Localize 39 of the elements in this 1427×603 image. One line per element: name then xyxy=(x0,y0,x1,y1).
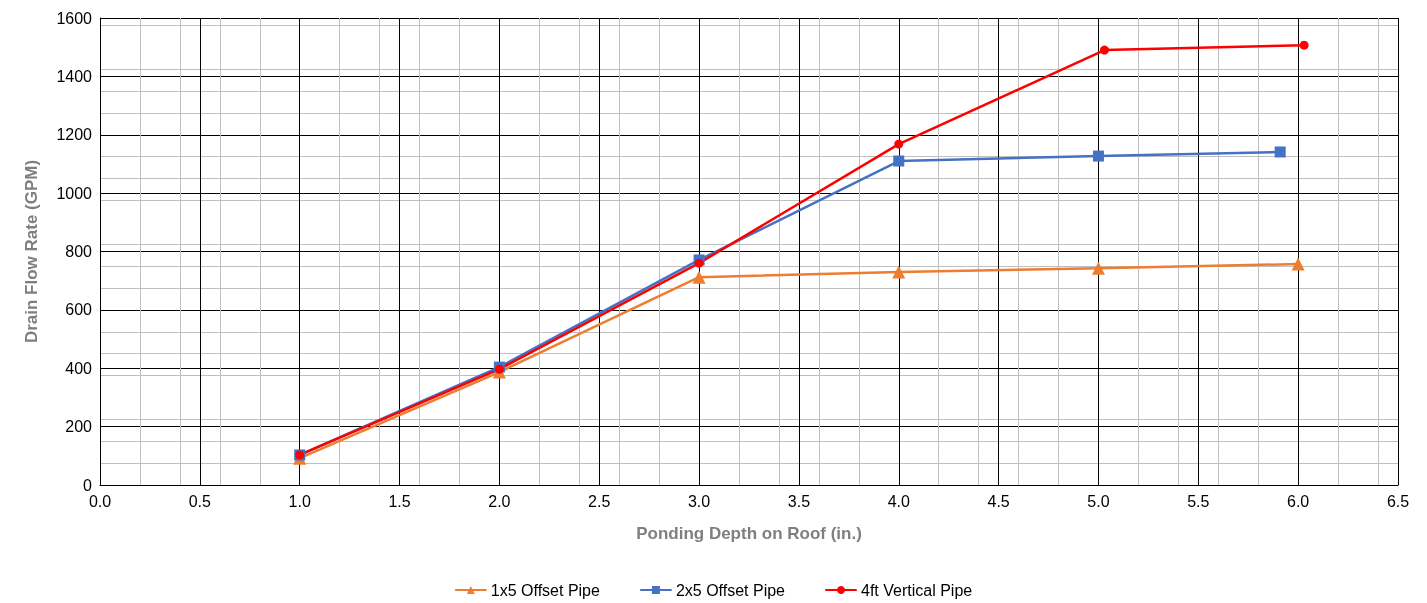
x-tick-label: 3.5 xyxy=(787,492,811,510)
x-tick-label: 4.5 xyxy=(987,492,1010,510)
point xyxy=(893,155,905,167)
y-tick-label: 1400 xyxy=(56,67,93,85)
legend-label: 2x5 Offset Pipe xyxy=(675,581,786,599)
legend-label: 4ft Vertical Pipe xyxy=(861,581,973,599)
y-tick-label: 800 xyxy=(65,243,93,260)
y-tick-label: 200 xyxy=(65,418,93,436)
x-axis-title: Ponding Depth on Roof (in.) xyxy=(636,524,862,543)
x-tick-label: 4.0 xyxy=(887,492,910,510)
y-axis-title: Drain Flow Rate (GPM) xyxy=(22,159,41,344)
y-tick-label: 1600 xyxy=(56,9,93,27)
point xyxy=(892,265,906,279)
x-tick-label: 2.0 xyxy=(488,492,511,510)
x-tick-label: 0.5 xyxy=(188,492,212,510)
legend-label: 1x5 Offset Pipe xyxy=(490,581,601,599)
point xyxy=(1291,257,1305,271)
y-tick-label: 1000 xyxy=(56,184,93,202)
point xyxy=(1092,150,1104,162)
y-tick-label: 400 xyxy=(65,359,93,377)
x-tick-label: 6.0 xyxy=(1287,492,1310,510)
x-tick-label: 5.5 xyxy=(1187,492,1210,510)
point xyxy=(1099,45,1109,55)
y-tick-label: 600 xyxy=(65,301,93,319)
point xyxy=(694,258,704,268)
point xyxy=(1299,40,1309,50)
x-tick-label: 2.5 xyxy=(588,492,611,510)
point xyxy=(1091,261,1105,275)
y-tick-label: 0 xyxy=(83,476,93,494)
point xyxy=(1274,146,1286,158)
x-tick-label: 6.5 xyxy=(1386,492,1410,510)
x-tick-label: 3.0 xyxy=(687,492,711,510)
x-tick-label: 1.5 xyxy=(388,492,411,510)
x-tick-label: 1.0 xyxy=(288,492,311,510)
point xyxy=(894,139,904,149)
x-tick-label: 0.0 xyxy=(88,492,112,510)
point xyxy=(692,270,706,284)
y-tick-label: 1200 xyxy=(56,126,93,144)
x-tick-label: 5.0 xyxy=(1087,492,1110,510)
